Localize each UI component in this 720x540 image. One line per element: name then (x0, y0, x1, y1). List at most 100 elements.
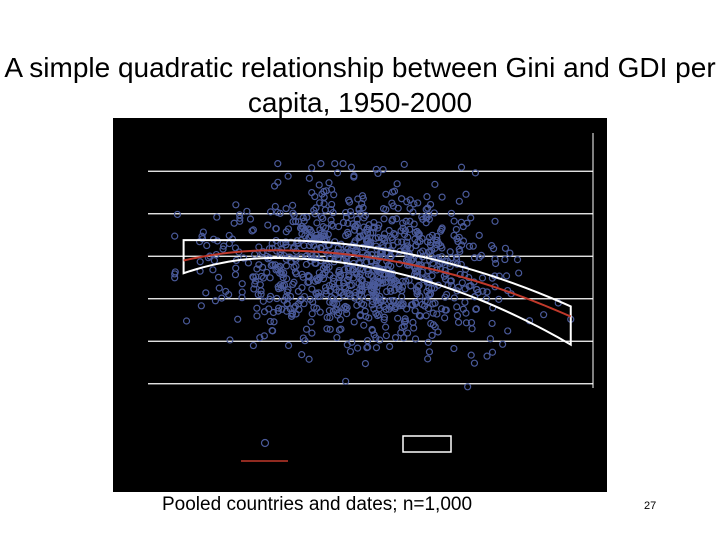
data-point (240, 254, 248, 262)
data-point (249, 226, 257, 234)
data-point (472, 305, 480, 313)
data-point (467, 351, 475, 359)
data-point (337, 325, 345, 333)
data-point (278, 270, 286, 279)
data-point (348, 338, 356, 346)
data-point (452, 256, 461, 264)
data-point (370, 305, 378, 313)
data-point (199, 228, 207, 236)
data-point (302, 260, 311, 269)
data-point (317, 213, 326, 221)
data-point (257, 290, 265, 298)
data-point (340, 283, 348, 291)
data-point (210, 257, 219, 265)
data-point (171, 268, 179, 276)
data-point (319, 223, 327, 231)
data-point (398, 292, 406, 301)
data-point (274, 307, 282, 315)
data-point (327, 205, 335, 214)
data-point (406, 196, 414, 204)
data-point (195, 238, 204, 246)
data-point (381, 236, 389, 245)
data-point (425, 291, 433, 299)
data-point (330, 191, 338, 199)
data-point (326, 314, 334, 322)
data-point (413, 272, 422, 281)
data-point (370, 218, 378, 227)
data-point (377, 279, 385, 287)
data-point (328, 200, 336, 209)
data-point (301, 232, 309, 240)
data-point (346, 207, 355, 216)
data-point (394, 204, 402, 212)
data-point (473, 285, 481, 294)
data-point (231, 244, 240, 252)
data-point (433, 232, 441, 241)
data-point (384, 261, 393, 269)
data-point (272, 225, 280, 233)
data-point (372, 234, 380, 242)
data-point (299, 273, 307, 281)
data-point (423, 193, 431, 201)
data-point (300, 241, 308, 250)
data-point (351, 222, 359, 231)
data-point (350, 226, 359, 234)
data-point (325, 263, 333, 271)
data-point (333, 333, 341, 342)
data-point (459, 237, 468, 245)
data-point (374, 224, 382, 232)
data-point (491, 255, 499, 263)
data-point (232, 264, 240, 272)
data-point (391, 304, 399, 312)
data-point (353, 215, 361, 223)
data-point (263, 268, 271, 277)
data-point (215, 284, 223, 292)
data-point (343, 310, 351, 318)
data-point (340, 266, 349, 274)
data-point (452, 225, 460, 234)
data-point (501, 255, 509, 264)
data-point (364, 267, 372, 275)
data-point (356, 286, 364, 294)
data-point (324, 230, 332, 239)
data-point (368, 285, 376, 294)
data-point (360, 321, 368, 329)
data-point (513, 256, 522, 264)
data-point (270, 318, 278, 326)
data-point (391, 334, 400, 342)
data-point (424, 338, 432, 346)
data-point (346, 347, 355, 356)
data-point (244, 259, 252, 267)
data-point (430, 209, 438, 217)
data-point (463, 219, 471, 227)
data-point (297, 253, 305, 261)
data-point (367, 229, 375, 237)
data-point (329, 307, 337, 315)
data-point (386, 342, 394, 351)
data-point (492, 259, 500, 268)
data-point (409, 318, 417, 327)
data-point (260, 308, 269, 316)
data-point (209, 266, 217, 274)
data-point (453, 312, 462, 320)
data-point (454, 283, 462, 291)
data-point (499, 340, 507, 348)
data-point (277, 284, 285, 292)
data-point (238, 280, 246, 288)
data-point (397, 329, 405, 337)
data-point (380, 230, 389, 238)
data-point (310, 206, 318, 214)
data-point (441, 275, 450, 283)
data-point (491, 217, 499, 225)
data-point (300, 217, 308, 225)
data-point (315, 269, 323, 277)
data-point (253, 312, 261, 320)
data-point (403, 329, 412, 337)
data-point (341, 302, 349, 311)
data-point (260, 332, 268, 340)
data-point (225, 291, 233, 299)
data-point (475, 253, 483, 262)
data-point (336, 272, 345, 280)
data-point (372, 344, 381, 352)
data-point (333, 169, 342, 177)
